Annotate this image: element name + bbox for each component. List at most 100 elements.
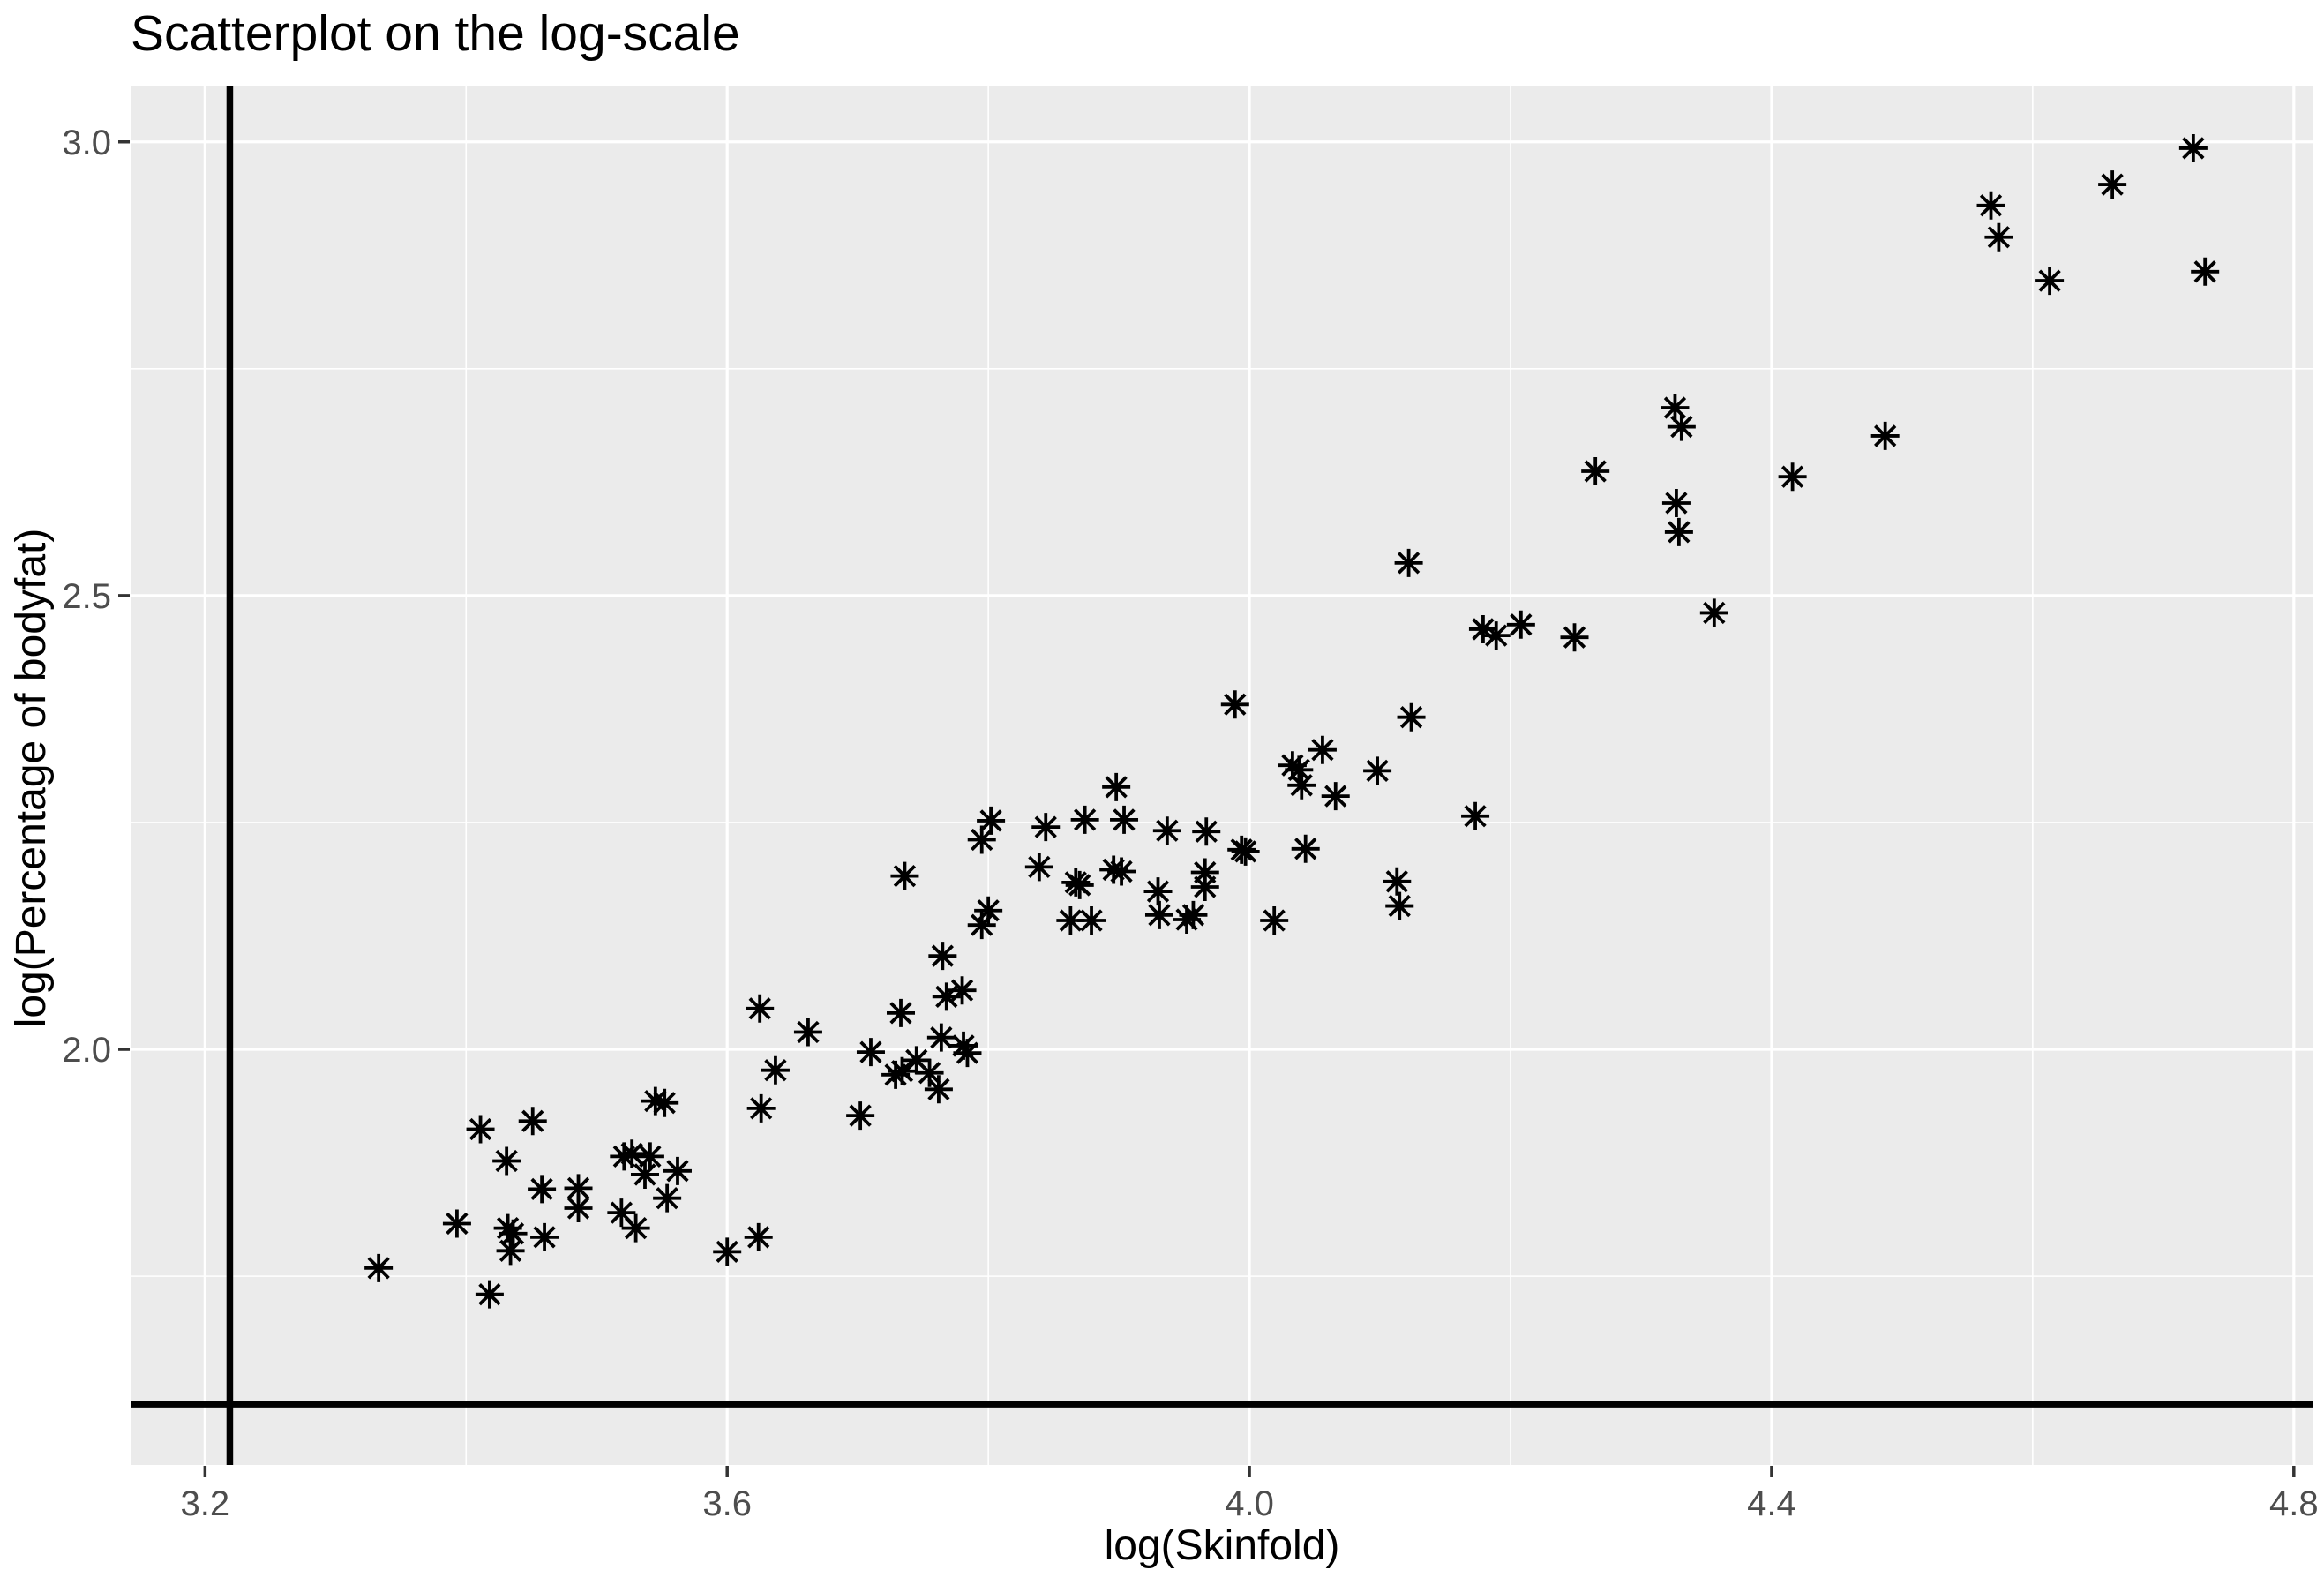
data-point — [492, 1146, 521, 1176]
data-point — [1220, 690, 1249, 719]
data-point — [1385, 891, 1414, 920]
data-point — [1664, 517, 1693, 546]
data-point — [621, 1213, 650, 1243]
data-point — [881, 1060, 911, 1089]
data-point — [1870, 421, 1900, 450]
data-point — [888, 1056, 917, 1085]
data-point — [1394, 548, 1423, 577]
data-point — [528, 1175, 557, 1204]
data-point — [1024, 853, 1053, 882]
x-axis-title: log(Skinfold) — [1104, 1522, 1340, 1569]
data-point — [713, 1237, 742, 1266]
data-point — [967, 825, 996, 854]
data-point — [466, 1115, 495, 1144]
data-point — [974, 896, 1003, 925]
data-point — [1077, 906, 1106, 935]
data-point — [1468, 614, 1497, 643]
data-point — [630, 1160, 659, 1189]
data-point — [650, 1088, 679, 1117]
data-point — [496, 1236, 525, 1266]
data-point — [607, 1198, 636, 1228]
data-point — [953, 1039, 982, 1068]
data-point — [442, 1209, 471, 1238]
data-point — [856, 1038, 885, 1067]
data-point — [1363, 756, 1392, 785]
data-point — [1190, 858, 1219, 887]
data-point — [1107, 857, 1136, 886]
data-point — [1461, 801, 1490, 830]
data-point — [2178, 133, 2208, 162]
data-point — [1308, 735, 1337, 764]
x-tick-label: 4.0 — [1225, 1484, 1274, 1523]
x-tick-label: 3.2 — [181, 1484, 230, 1523]
data-point — [1699, 598, 1728, 627]
data-point — [1383, 867, 1412, 896]
data-point — [518, 1107, 547, 1136]
data-point — [1260, 906, 1289, 935]
data-point — [2191, 257, 2220, 286]
data-point — [653, 1183, 682, 1213]
data-point — [1560, 623, 1589, 652]
data-point — [663, 1156, 692, 1185]
data-point — [2035, 267, 2065, 296]
data-point — [932, 982, 961, 1011]
data-point — [1056, 906, 1085, 935]
x-tick-label: 4.4 — [1747, 1484, 1796, 1523]
y-tick-label: 2.5 — [62, 577, 111, 616]
data-point — [924, 1075, 953, 1104]
data-point — [499, 1219, 528, 1248]
data-point — [1144, 900, 1173, 929]
data-point — [1190, 872, 1219, 901]
data-point — [1321, 782, 1350, 811]
data-point — [364, 1253, 394, 1282]
data-point — [564, 1174, 593, 1203]
data-point — [1481, 621, 1511, 650]
data-point — [635, 1142, 664, 1171]
data-point — [1984, 222, 2013, 252]
panel-background — [131, 86, 2313, 1465]
data-point — [564, 1193, 593, 1222]
data-point — [1661, 489, 1691, 518]
data-point — [1070, 805, 1099, 834]
data-point — [610, 1142, 639, 1171]
data-point — [1976, 191, 2005, 220]
x-tick-label: 3.6 — [702, 1484, 752, 1523]
data-point — [746, 1093, 776, 1123]
data-point — [1152, 816, 1181, 845]
data-point — [1397, 702, 1426, 732]
data-point — [793, 1018, 822, 1047]
data-point — [530, 1222, 559, 1251]
plot-title: Scatterplot on the log-scale — [131, 5, 740, 62]
data-point — [977, 806, 1006, 835]
data-point — [846, 1101, 875, 1131]
data-point — [948, 976, 977, 1005]
data-point — [1192, 817, 1221, 846]
data-point — [1778, 462, 1807, 492]
data-point — [1143, 877, 1173, 906]
data-point — [1285, 755, 1314, 785]
y-tick-label: 2.0 — [62, 1031, 111, 1070]
data-point — [902, 1046, 931, 1075]
data-point — [744, 1222, 773, 1251]
data-point — [761, 1055, 790, 1085]
x-tick-label: 4.8 — [2269, 1484, 2319, 1523]
data-point — [1110, 805, 1139, 834]
data-point — [949, 1031, 978, 1060]
data-point — [1291, 834, 1320, 863]
data-point — [1231, 837, 1260, 866]
data-point — [1031, 813, 1061, 842]
data-point — [928, 942, 957, 971]
data-point — [1581, 457, 1610, 486]
data-point — [890, 861, 919, 890]
data-point — [1661, 394, 1690, 423]
data-point — [1287, 770, 1316, 800]
data-point — [1099, 855, 1128, 884]
data-point — [746, 994, 775, 1023]
data-point — [1179, 900, 1208, 929]
data-point — [641, 1086, 670, 1116]
data-point — [475, 1280, 504, 1309]
data-point — [2098, 170, 2127, 199]
data-point — [1667, 412, 1696, 441]
